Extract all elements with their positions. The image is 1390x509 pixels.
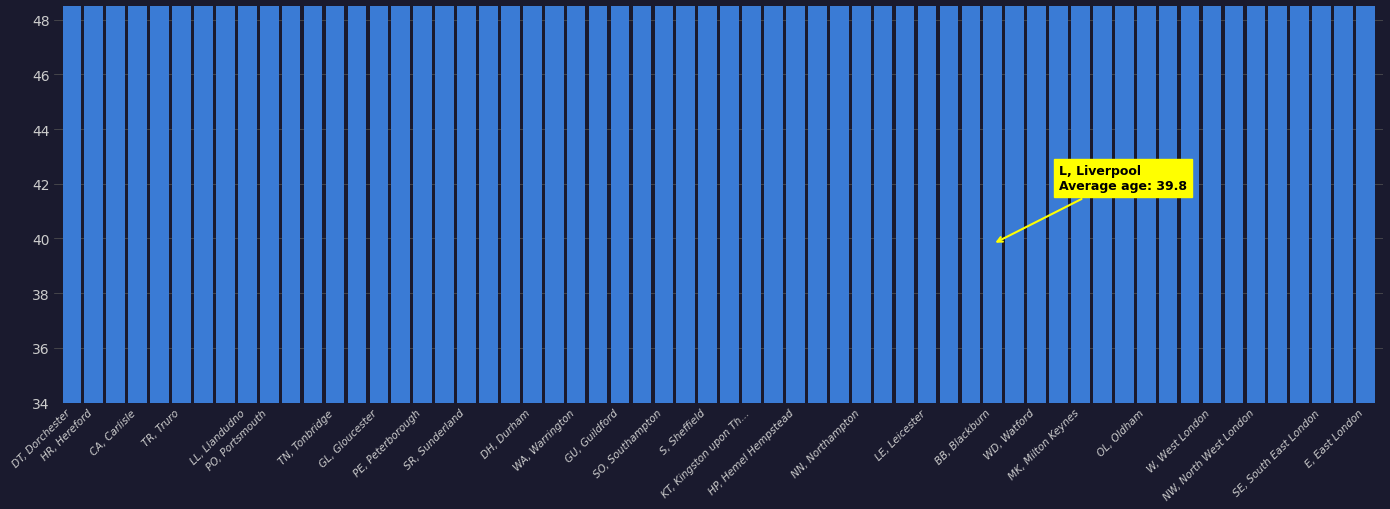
- Bar: [282, 0, 300, 403]
- Bar: [698, 0, 717, 403]
- Bar: [1027, 0, 1045, 403]
- Bar: [107, 0, 125, 403]
- Bar: [1005, 0, 1024, 403]
- Bar: [1093, 0, 1112, 403]
- Bar: [589, 0, 607, 403]
- Bar: [742, 0, 760, 403]
- Bar: [632, 0, 652, 403]
- Bar: [720, 0, 739, 403]
- Bar: [523, 0, 542, 403]
- Bar: [830, 0, 849, 403]
- Bar: [150, 0, 170, 403]
- Bar: [610, 0, 630, 403]
- Bar: [304, 0, 322, 403]
- Bar: [85, 0, 103, 403]
- Bar: [392, 0, 410, 403]
- Bar: [457, 0, 475, 403]
- Bar: [238, 0, 257, 403]
- Bar: [1312, 0, 1332, 403]
- Bar: [984, 0, 1002, 403]
- Bar: [1049, 0, 1068, 403]
- Bar: [1115, 0, 1134, 403]
- Bar: [567, 0, 585, 403]
- Bar: [545, 0, 563, 403]
- Bar: [874, 0, 892, 403]
- Text: L, Liverpool
Average age: 39.8: L, Liverpool Average age: 39.8: [998, 165, 1187, 242]
- Bar: [1334, 0, 1352, 403]
- Bar: [128, 0, 147, 403]
- Bar: [172, 0, 190, 403]
- Bar: [325, 0, 345, 403]
- Bar: [787, 0, 805, 403]
- Bar: [1269, 0, 1287, 403]
- Bar: [1357, 0, 1375, 403]
- Bar: [808, 0, 827, 403]
- Bar: [348, 0, 366, 403]
- Bar: [1072, 0, 1090, 403]
- Bar: [1202, 0, 1222, 403]
- Bar: [435, 0, 455, 403]
- Bar: [1290, 0, 1309, 403]
- Bar: [917, 0, 937, 403]
- Bar: [940, 0, 958, 403]
- Bar: [1247, 0, 1265, 403]
- Bar: [852, 0, 870, 403]
- Bar: [63, 0, 81, 403]
- Bar: [962, 0, 980, 403]
- Bar: [1225, 0, 1243, 403]
- Bar: [1180, 0, 1200, 403]
- Bar: [765, 0, 783, 403]
- Bar: [370, 0, 388, 403]
- Bar: [1137, 0, 1155, 403]
- Bar: [413, 0, 432, 403]
- Bar: [895, 0, 915, 403]
- Bar: [195, 0, 213, 403]
- Bar: [677, 0, 695, 403]
- Bar: [500, 0, 520, 403]
- Bar: [655, 0, 673, 403]
- Bar: [1159, 0, 1177, 403]
- Bar: [215, 0, 235, 403]
- Bar: [480, 0, 498, 403]
- Bar: [260, 0, 278, 403]
